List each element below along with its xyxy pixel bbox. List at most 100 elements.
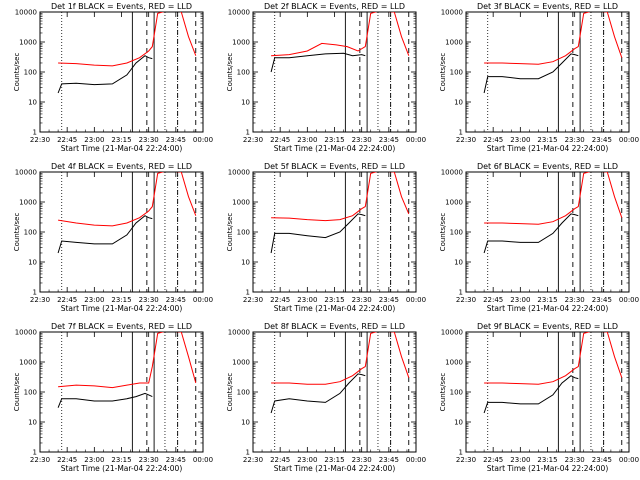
x-tick-label: 23:15 <box>324 136 344 144</box>
events-series-line <box>270 52 366 73</box>
y-tick-label: 10000 <box>441 9 463 17</box>
y-axis-label: Counts/sec <box>13 53 21 92</box>
plot-frame <box>39 331 204 453</box>
x-tick-label: 23:30 <box>352 296 372 304</box>
y-axis-label: Counts/sec <box>439 213 447 252</box>
x-tick-label: 23:15 <box>111 136 131 144</box>
y-tick-label: 100 <box>237 389 250 397</box>
x-tick-label: 22:30 <box>456 456 476 464</box>
x-tick-label: 23:15 <box>324 296 344 304</box>
x-tick-label: 23:00 <box>297 456 317 464</box>
lld-series-line <box>484 332 623 385</box>
x-tick-label: 22:45 <box>57 456 77 464</box>
panel-title: Det 2f BLACK = Events, RED = LLD <box>264 2 405 11</box>
lld-series-line <box>271 12 410 57</box>
x-tick-label: 23:00 <box>84 136 104 144</box>
x-tick-label: 22:45 <box>57 296 77 304</box>
y-tick-label: 10000 <box>228 329 250 337</box>
x-tick-label: 23:45 <box>592 296 612 304</box>
x-tick-label: 00:00 <box>193 296 213 304</box>
y-tick-label: 10000 <box>15 329 37 337</box>
x-tick-label: 23:30 <box>139 296 159 304</box>
y-tick-label: 10000 <box>441 329 463 337</box>
y-tick-label: 1 <box>459 449 463 457</box>
panel-9: Det 9f BLACK = Events, RED = LLD 1 10 100 10… <box>439 322 639 473</box>
events-series-line <box>483 53 579 94</box>
plot-frame <box>39 11 204 133</box>
x-axis-label: Start Time (21-Mar-04 22:24:00) <box>61 304 183 313</box>
panel-8: Det 8f BLACK = Events, RED = LLD 1 10 100 10… <box>226 322 426 473</box>
events-series-line <box>270 213 366 254</box>
y-tick-label: 10000 <box>15 9 37 17</box>
panel-3: Det 3f BLACK = Events, RED = LLD 1 10 100 10… <box>439 2 639 153</box>
x-tick-label: 22:45 <box>270 296 290 304</box>
plot-frame <box>252 11 417 133</box>
y-tick-label: 10 <box>241 419 250 427</box>
x-tick-label: 23:30 <box>139 456 159 464</box>
y-tick-label: 100 <box>24 229 37 237</box>
y-axis-label: Counts/sec <box>226 373 234 412</box>
panel-title: Det 9f BLACK = Events, RED = LLD <box>477 322 618 331</box>
panel-5: Det 5f BLACK = Events, RED = LLD 1 10 100 10… <box>226 162 426 313</box>
events-series-line <box>57 392 153 408</box>
y-tick-label: 1000 <box>19 39 37 47</box>
y-tick-label: 100 <box>450 389 463 397</box>
y-tick-label: 10 <box>28 99 37 107</box>
y-tick-label: 10 <box>454 259 463 267</box>
y-tick-label: 1000 <box>232 359 250 367</box>
x-tick-label: 23:15 <box>324 456 344 464</box>
y-axis-label: Counts/sec <box>13 213 21 252</box>
events-series-line <box>57 215 153 254</box>
y-tick-label: 100 <box>24 69 37 77</box>
panel-7: Det 7f BLACK = Events, RED = LLD 1 10 100 10… <box>13 322 213 473</box>
x-axis-label: Start Time (21-Mar-04 22:24:00) <box>61 464 183 473</box>
x-tick-label: 22:45 <box>270 456 290 464</box>
y-tick-label: 1 <box>33 129 37 137</box>
panel-title: Det 6f BLACK = Events, RED = LLD <box>477 162 618 171</box>
x-tick-label: 23:45 <box>379 456 399 464</box>
x-tick-label: 22:30 <box>30 296 50 304</box>
lld-series-line <box>58 332 197 389</box>
panel-4: Det 4f BLACK = Events, RED = LLD 1 10 100 10… <box>13 162 213 313</box>
panel-title: Det 4f BLACK = Events, RED = LLD <box>51 162 192 171</box>
lld-series-line <box>58 172 197 227</box>
panel-title: Det 8f BLACK = Events, RED = LLD <box>264 322 405 331</box>
x-axis-label: Start Time (21-Mar-04 22:24:00) <box>274 464 396 473</box>
x-tick-label: 23:15 <box>111 456 131 464</box>
y-tick-label: 1000 <box>232 39 250 47</box>
x-tick-label: 00:00 <box>406 136 426 144</box>
y-tick-label: 1 <box>246 289 250 297</box>
lld-series-line <box>271 172 410 222</box>
panel-6: Det 6f BLACK = Events, RED = LLD 1 10 100 10… <box>439 162 639 313</box>
y-tick-label: 1 <box>246 129 250 137</box>
panel-2: Det 2f BLACK = Events, RED = LLD 1 10 100 10… <box>226 2 426 153</box>
x-tick-label: 22:45 <box>57 136 77 144</box>
panel-1: Det 1f BLACK = Events, RED = LLD 1 10 100 10… <box>13 2 213 153</box>
y-tick-label: 10 <box>241 99 250 107</box>
y-tick-label: 10 <box>28 419 37 427</box>
x-tick-label: 23:15 <box>537 296 557 304</box>
x-tick-label: 23:15 <box>111 296 131 304</box>
x-tick-label: 23:00 <box>297 136 317 144</box>
x-axis-label: Start Time (21-Mar-04 22:24:00) <box>487 464 609 473</box>
x-tick-label: 22:30 <box>30 136 50 144</box>
plot-frame <box>252 171 417 293</box>
x-tick-label: 00:00 <box>193 136 213 144</box>
y-tick-label: 1000 <box>445 199 463 207</box>
x-tick-label: 23:45 <box>166 296 186 304</box>
y-tick-label: 10000 <box>441 169 463 177</box>
plot-frame <box>465 331 630 453</box>
y-tick-label: 10000 <box>228 169 250 177</box>
y-tick-label: 1 <box>459 129 463 137</box>
y-tick-label: 1000 <box>19 359 37 367</box>
x-axis-label: Start Time (21-Mar-04 22:24:00) <box>487 304 609 313</box>
y-tick-label: 10 <box>28 259 37 267</box>
panel-title: Det 5f BLACK = Events, RED = LLD <box>264 162 405 171</box>
x-tick-label: 23:30 <box>565 296 585 304</box>
panel-title: Det 1f BLACK = Events, RED = LLD <box>51 2 192 11</box>
x-tick-label: 23:45 <box>379 136 399 144</box>
x-tick-label: 23:15 <box>537 456 557 464</box>
y-tick-label: 10 <box>454 99 463 107</box>
x-tick-label: 22:30 <box>30 456 50 464</box>
x-tick-label: 22:30 <box>243 136 263 144</box>
